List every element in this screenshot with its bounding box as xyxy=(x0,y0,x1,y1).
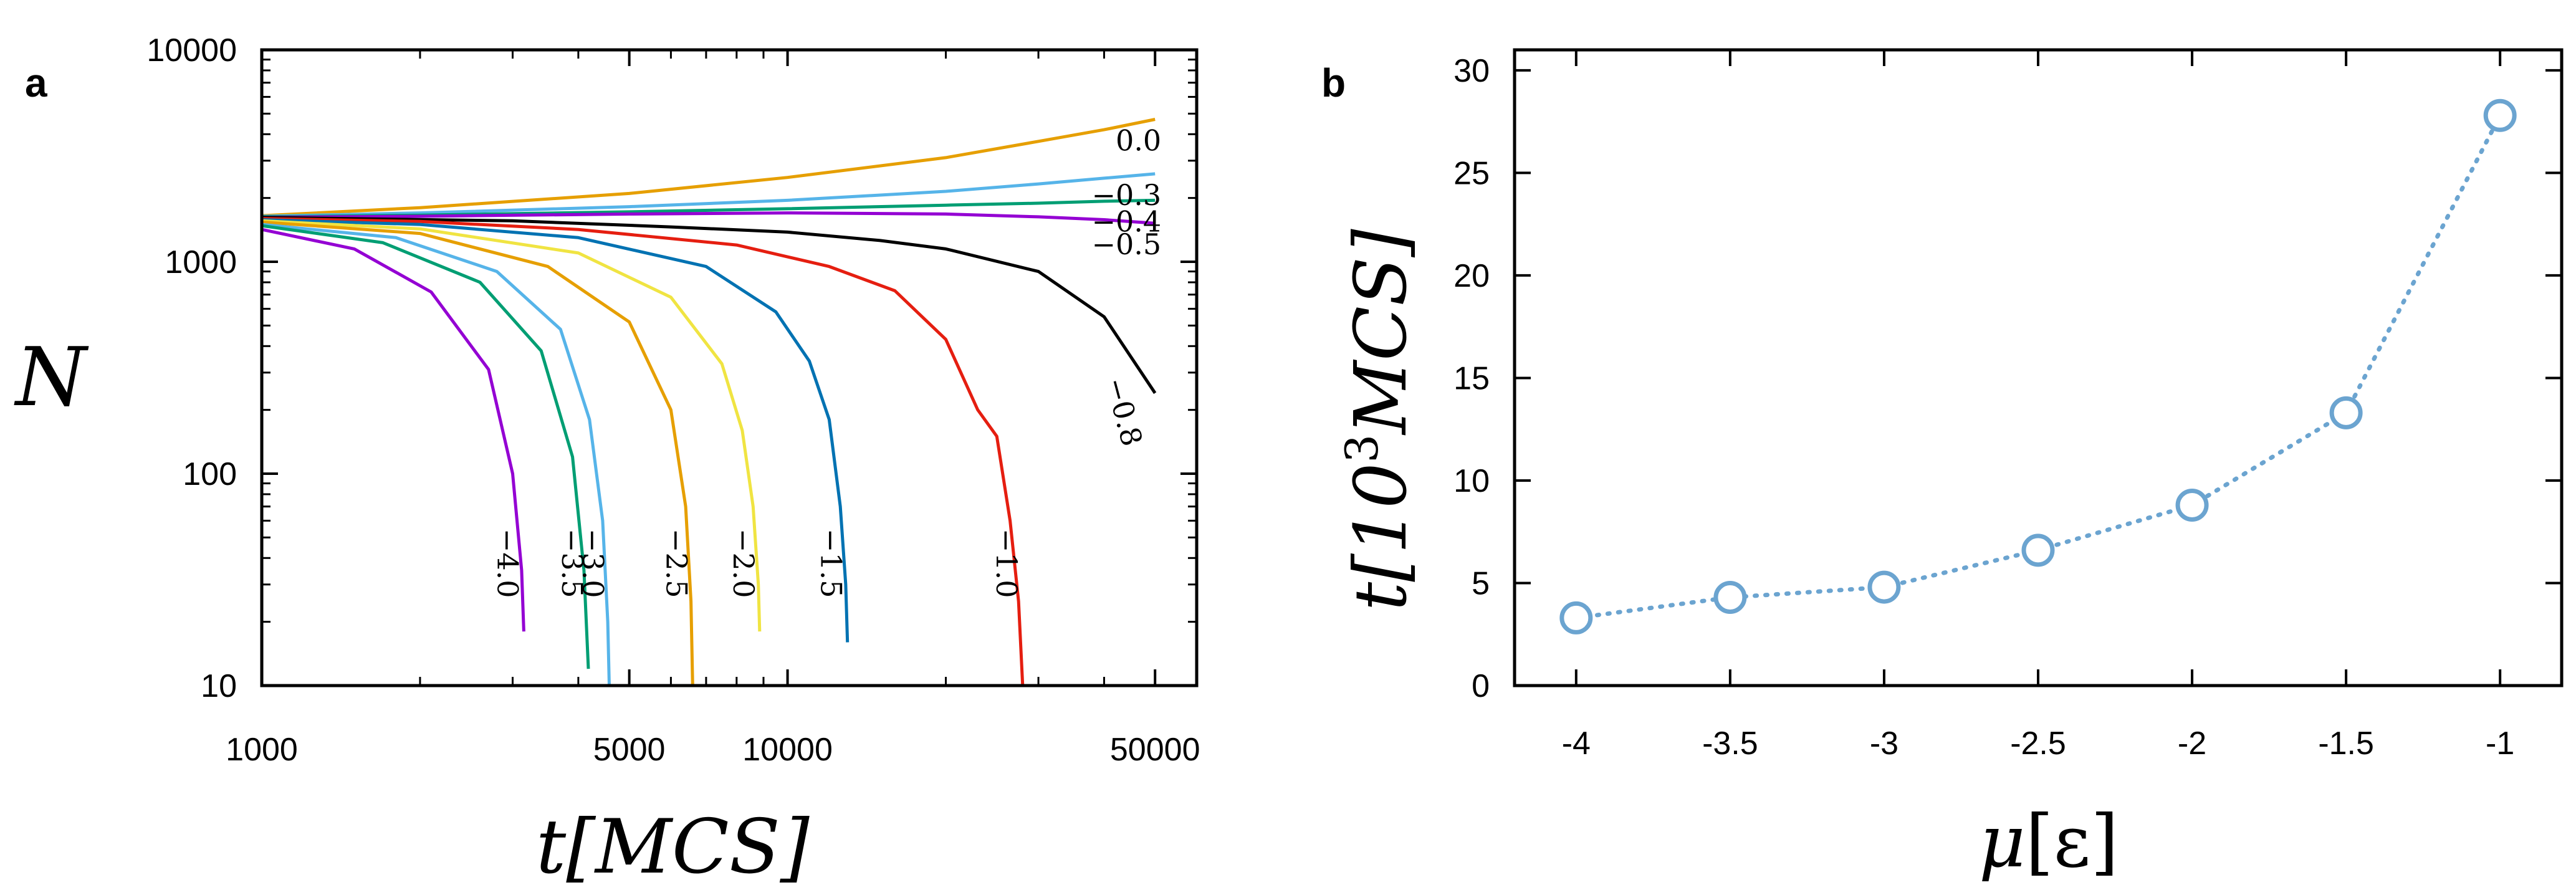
panel-label-a: a xyxy=(25,60,47,105)
y-tick-label: 10000 xyxy=(146,32,237,69)
x-tick-label: -1.5 xyxy=(2318,725,2374,762)
y-tick-label: 20 xyxy=(1453,258,1490,294)
x-axis-label-b: μ[ε] xyxy=(1979,800,2119,884)
x-tick-label: 1000 xyxy=(226,732,298,768)
curve-label: −0.8 xyxy=(1099,374,1149,450)
series-line xyxy=(261,219,762,632)
x-tick-label: -4 xyxy=(1562,725,1591,762)
x-tick-label: -3 xyxy=(1870,725,1898,762)
x-tick-label: 10000 xyxy=(742,732,833,768)
y-tick-label: 25 xyxy=(1453,155,1490,191)
data-point xyxy=(1559,601,1593,634)
curve-label: 0.0 xyxy=(1116,123,1161,157)
y-tick-label: 10 xyxy=(1453,463,1490,499)
x-tick-label: 50000 xyxy=(1110,732,1200,768)
panel-b-frame xyxy=(1513,48,2564,687)
y-axis-label-b-rest: MCS] xyxy=(1339,229,1423,436)
data-point xyxy=(2483,98,2517,132)
series-line xyxy=(261,224,590,669)
y-tick-label: 30 xyxy=(1453,53,1490,89)
curve-label: −0.4 xyxy=(1092,204,1162,238)
y-tick-label: 100 xyxy=(183,456,237,492)
panel-a-chart: a N t[MCS] 1000 5000 10000 5000010100100010… xyxy=(14,32,1200,891)
y-tick-label: 5 xyxy=(1472,565,1490,601)
curve-label: −3.0 xyxy=(576,529,610,598)
panel-a-curve-labels: 0.0−0.3−0.4−0.5−0.8−1.0−1.5−2.0−2.5−3.0−… xyxy=(491,123,1161,598)
y-tick-label: 1000 xyxy=(165,244,237,280)
panel-a-series xyxy=(261,118,1157,686)
x-axis-label-b-mu: μ xyxy=(1979,800,2026,884)
curve-label: −2.0 xyxy=(727,529,760,598)
x-axis-label-a: t[MCS] xyxy=(536,804,810,891)
panel-a-ticks: 1000 5000 10000 50000 10 100 1000 10000 xyxy=(146,32,1200,768)
x-tick-label: -2.5 xyxy=(2010,725,2066,762)
y-axis-label-b-t: t[10 xyxy=(1339,463,1423,611)
y-axis-label-b: t[103MCS] xyxy=(1336,229,1423,611)
panel-b-ticks: -4 -3.5 -3 -2.5 -2 -1.5 -1 0 5 10 15 20 25 30 xyxy=(1453,50,2562,762)
curve-label: −0.3 xyxy=(1092,178,1162,212)
x-tick-label: -2 xyxy=(2178,725,2206,762)
x-axis-label-b-unit: [ε] xyxy=(2026,800,2119,884)
y-axis-label-a: N xyxy=(14,330,89,424)
y-tick-label: 0 xyxy=(1472,668,1490,704)
series-line xyxy=(261,216,1157,395)
series-line xyxy=(261,218,850,643)
curve-label: −3.5 xyxy=(555,529,589,598)
panel-b-series xyxy=(1559,98,2517,634)
series-line xyxy=(261,227,525,632)
series-line xyxy=(261,217,1025,686)
y-tick-label: 15 xyxy=(1453,360,1490,396)
series-line xyxy=(261,211,1156,225)
data-point xyxy=(1867,570,1901,604)
x-tick-label: 5000 xyxy=(593,732,666,768)
curve-label: −1.5 xyxy=(815,529,848,598)
curve-label: −2.5 xyxy=(659,529,693,598)
series-line xyxy=(261,220,694,686)
curve-label: −1.0 xyxy=(990,529,1023,598)
y-axis-label-b-exp: 3 xyxy=(1336,434,1388,463)
series-line xyxy=(261,172,1156,218)
x-tick-label: -1 xyxy=(2486,725,2514,762)
y-tick-label: 10 xyxy=(201,668,237,704)
data-point xyxy=(2329,396,2363,429)
data-point xyxy=(1713,581,1747,615)
data-point xyxy=(2021,534,2055,567)
x-tick-label: -3.5 xyxy=(1702,725,1758,762)
curve-label: −0.5 xyxy=(1092,227,1162,261)
panel-label-b: b xyxy=(1321,60,1346,105)
curve-label: −4.0 xyxy=(491,529,524,598)
panel-b-chart: b μ[ε] t[103MCS] -4 -3.5 -3 -2.5 -2 -1.5 -1 0 5 1… xyxy=(1321,48,2564,884)
series-line xyxy=(261,118,1156,218)
data-point xyxy=(2175,488,2209,522)
series-line xyxy=(261,223,611,686)
panel-a-frame xyxy=(260,48,1199,687)
